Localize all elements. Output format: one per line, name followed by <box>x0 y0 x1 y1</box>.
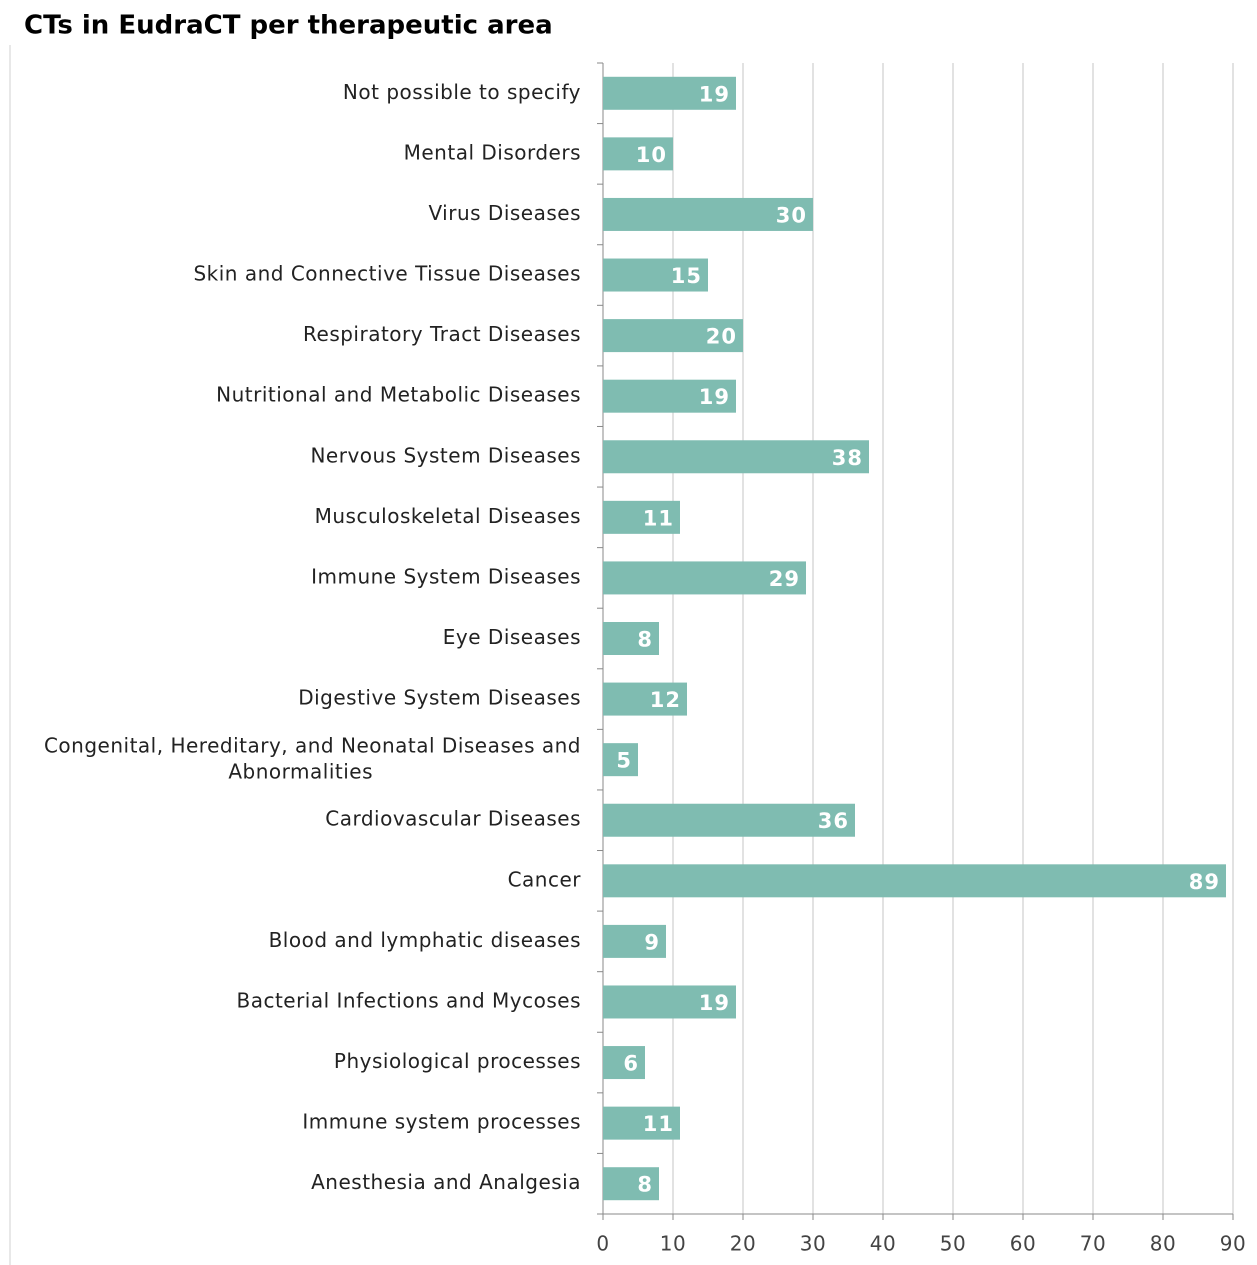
y-tick-label: Nutritional and Metabolic Diseases <box>216 383 581 407</box>
bar <box>603 379 736 413</box>
x-tick-label: 80 <box>1150 1232 1176 1256</box>
bar <box>603 803 855 837</box>
bar <box>603 1106 680 1140</box>
y-tick-label: Respiratory Tract Diseases <box>303 322 581 346</box>
x-tick-label: 70 <box>1080 1232 1106 1256</box>
bar <box>603 985 736 1019</box>
y-tick-label: Bacterial Infections and Mycoses <box>236 988 581 1012</box>
x-tick-label: 0 <box>596 1232 609 1256</box>
y-tick-label: Cancer <box>508 867 582 891</box>
value-label: 30 <box>776 203 807 227</box>
x-tick-label: 90 <box>1220 1232 1246 1256</box>
bar <box>603 440 869 474</box>
bar <box>603 197 813 231</box>
y-tick-label: Not possible to specify <box>343 80 581 104</box>
bar <box>603 561 806 595</box>
value-label: 36 <box>818 809 849 833</box>
x-tick-label: 40 <box>870 1232 896 1256</box>
value-label: 12 <box>650 688 681 712</box>
value-label: 29 <box>769 567 800 591</box>
y-tick-label: Immune system processes <box>302 1110 581 1134</box>
y-tick-label: Digestive System Diseases <box>298 686 581 710</box>
bar <box>603 743 638 777</box>
value-label: 89 <box>1189 870 1220 894</box>
value-label: 15 <box>671 264 702 288</box>
value-label: 8 <box>637 1173 653 1197</box>
y-tick-label: Nervous System Diseases <box>310 443 581 467</box>
y-tick-label: Immune System Diseases <box>311 564 581 588</box>
value-label: 11 <box>643 1112 674 1136</box>
bar <box>603 137 673 171</box>
y-tick-label: Virus Diseases <box>428 201 581 225</box>
x-tick-label: 30 <box>800 1232 826 1256</box>
bar <box>603 682 687 716</box>
y-tick-label: Mental Disorders <box>404 140 581 164</box>
bar <box>603 864 1226 898</box>
y-tick-label: Physiological processes <box>334 1049 581 1073</box>
value-label: 9 <box>644 930 660 954</box>
y-tick-label: Anesthesia and Analgesia <box>311 1170 581 1194</box>
value-label: 20 <box>706 325 737 349</box>
x-tick-label: 10 <box>660 1232 686 1256</box>
y-tick-label: Skin and Connective Tissue Diseases <box>193 262 581 286</box>
value-label: 10 <box>636 143 667 167</box>
x-tick-label: 60 <box>1010 1232 1036 1256</box>
value-label: 5 <box>616 749 632 773</box>
bar <box>603 924 666 958</box>
bar <box>603 319 743 353</box>
bar <box>603 500 680 534</box>
value-label: 19 <box>699 991 730 1015</box>
value-label: 38 <box>832 446 863 470</box>
value-label: 19 <box>699 385 730 409</box>
value-label: 6 <box>623 1052 639 1076</box>
y-tick-label: Musculoskeletal Diseases <box>315 504 581 528</box>
x-tick-label: 20 <box>730 1232 756 1256</box>
bar <box>603 76 736 110</box>
value-label: 19 <box>699 82 730 106</box>
value-label: 11 <box>643 506 674 530</box>
bar <box>603 1167 659 1201</box>
chart-title: CTs in EudraCT per therapeutic area <box>24 11 553 41</box>
value-label: 8 <box>637 628 653 652</box>
y-tick-label: Blood and lymphatic diseases <box>269 928 581 952</box>
y-tick-label: Cardiovascular Diseases <box>325 807 581 831</box>
bar <box>603 622 659 655</box>
bar <box>603 1046 645 1080</box>
bar <box>603 258 708 292</box>
y-tick-label: Congenital, Hereditary, and Neonatal Dis… <box>44 733 581 783</box>
x-tick-label: 50 <box>940 1232 966 1256</box>
y-tick-label: Eye Diseases <box>443 625 581 649</box>
